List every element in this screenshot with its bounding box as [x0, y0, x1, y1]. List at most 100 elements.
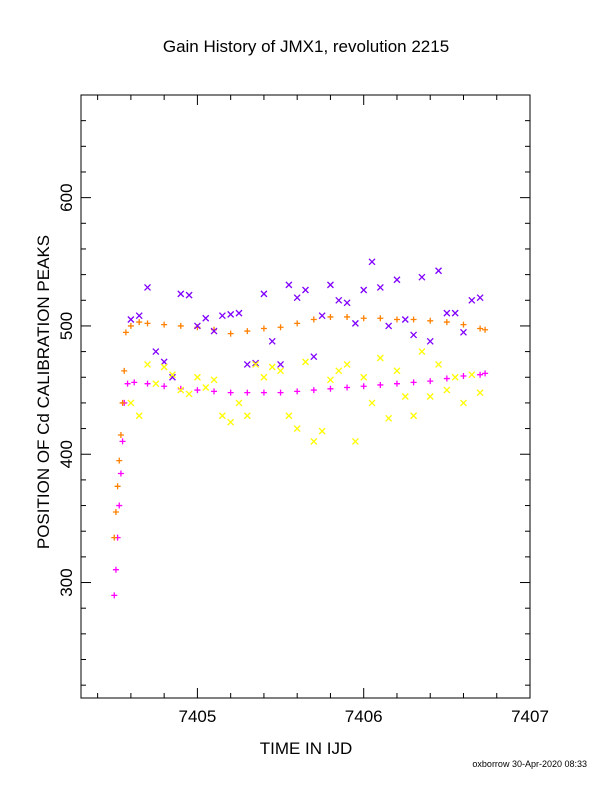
data-point — [152, 348, 160, 356]
data-point — [121, 367, 128, 374]
data-point — [161, 383, 168, 390]
data-point — [335, 296, 343, 304]
data-point — [243, 412, 251, 420]
data-point — [343, 299, 351, 307]
data-point — [418, 348, 426, 356]
data-point — [117, 431, 124, 438]
data-point — [377, 315, 384, 322]
data-point — [260, 290, 268, 298]
data-point — [427, 317, 434, 324]
data-point — [160, 363, 168, 371]
series-1 — [111, 370, 489, 599]
data-point — [377, 381, 384, 388]
data-point — [344, 313, 351, 320]
data-point — [360, 286, 368, 294]
data-point — [144, 380, 151, 387]
data-point — [327, 385, 334, 392]
data-point — [243, 360, 251, 368]
series-4 — [127, 348, 484, 445]
data-point — [227, 310, 235, 318]
data-point — [385, 414, 393, 422]
data-point — [293, 425, 301, 433]
data-point — [393, 276, 401, 284]
chart-title: Gain History of JMX1, revolution 2215 — [163, 37, 449, 56]
data-point — [268, 337, 276, 345]
plot-frame — [80, 94, 531, 699]
data-point — [193, 373, 201, 381]
data-point — [277, 324, 284, 331]
data-point — [344, 384, 351, 391]
data-point — [460, 321, 467, 328]
data-point — [393, 367, 401, 375]
data-point — [476, 294, 484, 302]
data-point — [152, 380, 160, 388]
data-point — [144, 283, 151, 291]
data-point — [112, 508, 119, 515]
y-tick-label: 300 — [57, 568, 76, 596]
y-tick-label: 500 — [57, 312, 76, 340]
data-point — [368, 399, 376, 407]
data-point — [310, 437, 318, 445]
data-point — [114, 483, 121, 490]
data-point — [294, 388, 301, 395]
data-point — [401, 393, 409, 400]
data-point — [177, 386, 185, 394]
data-point — [177, 290, 185, 298]
data-point — [476, 389, 484, 397]
data-point — [443, 386, 451, 394]
data-point — [260, 389, 267, 396]
series-3 — [127, 258, 484, 381]
data-point — [111, 592, 118, 599]
data-point — [260, 325, 267, 332]
data-point — [244, 389, 251, 396]
data-points — [111, 258, 489, 599]
data-point — [169, 373, 176, 381]
data-point — [426, 337, 434, 345]
data-point — [124, 380, 131, 387]
data-point — [218, 412, 226, 420]
data-point — [252, 359, 260, 367]
data-point — [135, 312, 143, 320]
data-point — [227, 389, 234, 396]
data-point — [202, 314, 210, 322]
data-point — [117, 470, 124, 477]
data-point — [327, 313, 334, 320]
data-point — [326, 376, 334, 384]
data-point — [468, 371, 476, 379]
data-point — [385, 322, 393, 330]
data-point — [376, 354, 384, 362]
data-point — [302, 358, 309, 366]
data-point — [435, 267, 442, 275]
data-point — [277, 360, 285, 368]
data-point — [116, 502, 123, 509]
data-point — [160, 358, 168, 366]
data-point — [393, 380, 400, 387]
x-axis-title: TIME IN IJD — [260, 739, 353, 758]
data-point — [477, 325, 484, 332]
data-point — [218, 312, 226, 320]
data-point — [482, 326, 489, 333]
data-point — [268, 363, 276, 371]
data-point — [122, 329, 129, 336]
data-point — [443, 375, 450, 382]
data-point — [335, 367, 343, 375]
data-point — [460, 399, 467, 407]
data-point — [136, 319, 143, 326]
data-point — [144, 360, 151, 368]
data-point — [277, 389, 284, 396]
footer-credit: oxborrow 30-Apr-2020 08:33 — [472, 759, 587, 769]
data-point — [410, 331, 418, 339]
data-point — [194, 387, 201, 394]
data-point — [468, 296, 476, 304]
data-point — [260, 373, 268, 381]
data-point — [161, 321, 168, 328]
axis-ticks — [81, 94, 531, 698]
data-point — [227, 330, 234, 337]
data-point — [351, 437, 359, 445]
data-point — [111, 534, 118, 541]
data-point — [294, 320, 301, 327]
data-point — [144, 320, 151, 327]
data-point — [360, 373, 368, 381]
data-point — [244, 328, 251, 335]
